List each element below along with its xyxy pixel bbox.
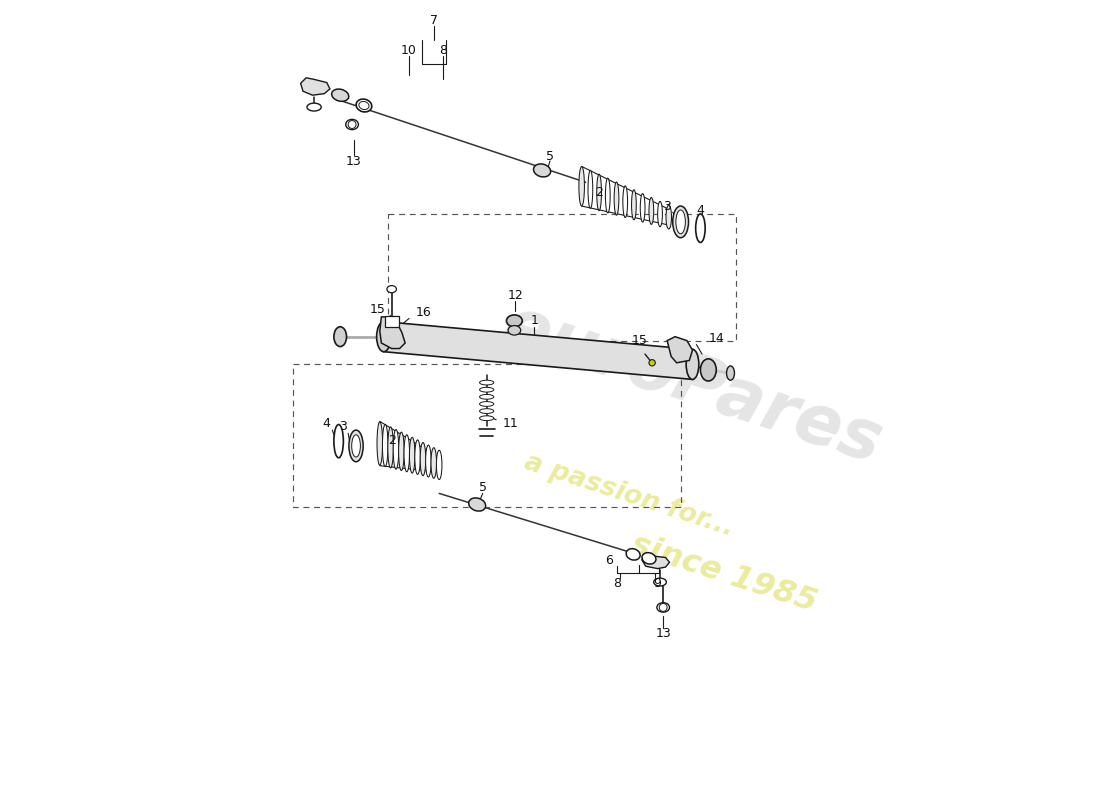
Ellipse shape — [642, 553, 656, 564]
Ellipse shape — [415, 440, 420, 474]
Ellipse shape — [480, 394, 494, 399]
Ellipse shape — [653, 578, 667, 586]
Ellipse shape — [480, 409, 494, 414]
Ellipse shape — [534, 164, 551, 177]
Text: 4: 4 — [322, 418, 331, 430]
Ellipse shape — [686, 350, 698, 379]
Text: 10: 10 — [402, 43, 417, 57]
Polygon shape — [668, 337, 693, 362]
Ellipse shape — [409, 438, 415, 473]
Ellipse shape — [356, 99, 372, 112]
Text: 13: 13 — [345, 155, 362, 168]
Ellipse shape — [334, 326, 346, 346]
Text: 12: 12 — [507, 289, 522, 302]
Ellipse shape — [334, 425, 343, 458]
Ellipse shape — [675, 210, 685, 234]
Polygon shape — [641, 554, 670, 569]
Ellipse shape — [673, 206, 689, 238]
Ellipse shape — [480, 380, 494, 385]
Text: 5: 5 — [546, 150, 554, 162]
Text: 7: 7 — [430, 14, 438, 26]
Text: 9: 9 — [653, 577, 661, 590]
Ellipse shape — [377, 422, 383, 466]
Text: 8: 8 — [439, 43, 447, 57]
Text: 8: 8 — [614, 577, 622, 590]
Text: 15: 15 — [370, 303, 385, 316]
Ellipse shape — [508, 326, 520, 335]
Text: 6: 6 — [605, 554, 614, 567]
Polygon shape — [300, 78, 330, 95]
Ellipse shape — [393, 430, 399, 469]
Ellipse shape — [359, 102, 369, 110]
Polygon shape — [379, 317, 405, 349]
Ellipse shape — [469, 498, 486, 511]
Ellipse shape — [426, 445, 431, 477]
Ellipse shape — [579, 166, 584, 206]
Ellipse shape — [376, 322, 390, 352]
Text: 2: 2 — [595, 186, 603, 199]
Text: a passion for...: a passion for... — [521, 449, 737, 541]
Text: since 1985: since 1985 — [627, 530, 821, 619]
Ellipse shape — [631, 190, 636, 220]
Text: 1: 1 — [530, 314, 538, 327]
Polygon shape — [384, 322, 693, 379]
Circle shape — [649, 360, 656, 366]
Ellipse shape — [404, 434, 409, 472]
Ellipse shape — [701, 359, 716, 381]
Ellipse shape — [726, 366, 735, 380]
Ellipse shape — [605, 178, 610, 213]
Ellipse shape — [649, 198, 653, 225]
Ellipse shape — [331, 89, 349, 102]
Text: 16: 16 — [416, 306, 431, 319]
Text: 15: 15 — [631, 334, 648, 347]
Ellipse shape — [349, 430, 363, 462]
Circle shape — [659, 603, 668, 611]
Text: 11: 11 — [503, 418, 518, 430]
Text: 4: 4 — [696, 204, 704, 218]
Ellipse shape — [480, 416, 494, 421]
Ellipse shape — [666, 206, 671, 229]
Text: 3: 3 — [663, 199, 671, 213]
Ellipse shape — [506, 315, 522, 326]
Ellipse shape — [387, 286, 396, 293]
Text: 2: 2 — [387, 434, 396, 447]
Ellipse shape — [695, 214, 705, 242]
Ellipse shape — [480, 402, 494, 406]
Ellipse shape — [626, 549, 640, 560]
Ellipse shape — [307, 103, 321, 111]
Ellipse shape — [437, 450, 442, 479]
Ellipse shape — [388, 427, 394, 468]
Ellipse shape — [431, 448, 437, 478]
Ellipse shape — [614, 182, 619, 215]
Ellipse shape — [658, 202, 662, 226]
Ellipse shape — [383, 424, 388, 466]
Ellipse shape — [588, 170, 593, 208]
Text: 3: 3 — [339, 421, 346, 434]
Ellipse shape — [623, 186, 628, 218]
Ellipse shape — [420, 442, 426, 476]
Text: euroPares: euroPares — [494, 291, 891, 477]
Ellipse shape — [480, 387, 494, 392]
FancyBboxPatch shape — [385, 316, 399, 327]
Ellipse shape — [596, 174, 602, 210]
Text: 5: 5 — [478, 481, 486, 494]
Circle shape — [348, 121, 356, 129]
Text: 13: 13 — [656, 627, 671, 640]
Ellipse shape — [345, 119, 359, 130]
Ellipse shape — [640, 194, 645, 222]
Ellipse shape — [352, 435, 361, 457]
Ellipse shape — [657, 602, 670, 612]
Text: 14: 14 — [708, 332, 724, 345]
Ellipse shape — [398, 432, 404, 470]
